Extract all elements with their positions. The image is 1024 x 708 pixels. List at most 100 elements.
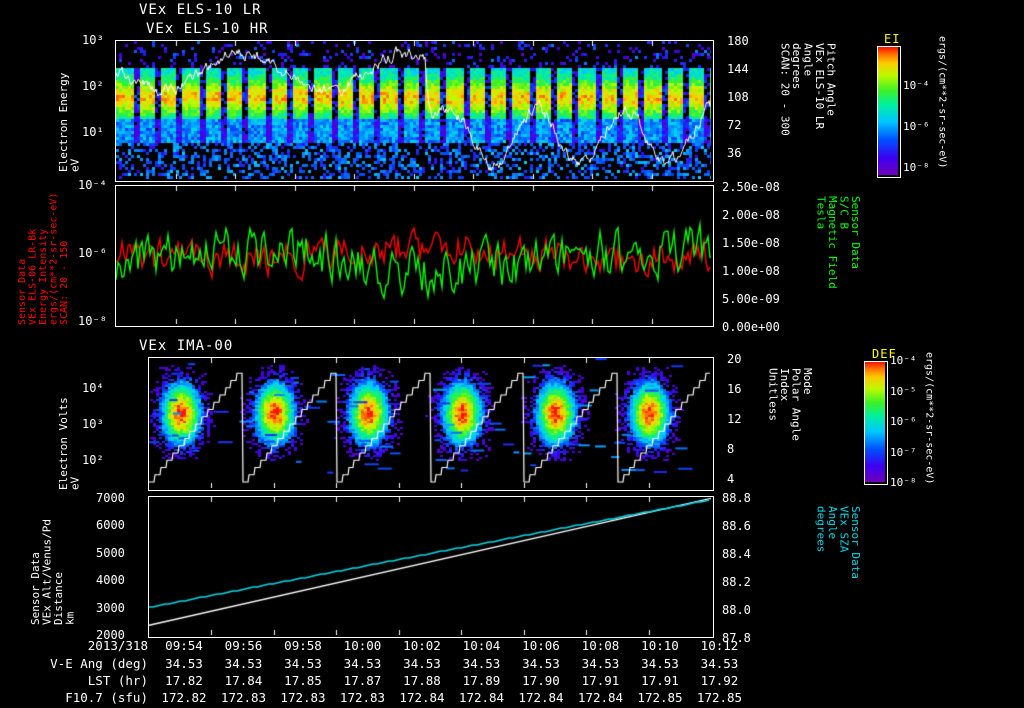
table-cell-r2-c0: 172.82 [161,690,207,705]
panel2-right-tick-0: 2.50e-08 [722,180,780,194]
table-cell-r0-c0: 34.53 [165,656,203,671]
table-time-4: 10:02 [403,638,441,653]
def-colorbar-tick-3: 10⁻⁷ [890,446,917,459]
table-time-8: 10:10 [641,638,679,653]
table-cell-r0-c7: 34.53 [581,656,620,671]
def-colorbar-tick-0: 10⁻⁴ [890,354,917,367]
ei-colorbar [877,46,901,178]
table-cell-r1-c8: 17.91 [641,673,679,688]
panel4-right-tick-878: 87.8 [722,631,751,645]
table-cell-r1-c7: 17.91 [581,673,620,688]
panel4-ytick-6000: 6000 [96,518,125,532]
panel3-right-tick-8: 8 [727,442,735,456]
table-time-5: 10:04 [462,638,501,653]
panel4-ytick-3000: 3000 [96,601,125,615]
panel1-right-tick-108: 108 [727,90,749,104]
table-cell-r1-c4: 17.88 [403,673,441,688]
panel1-ytick-2: 10² [82,79,104,93]
table-cell-r0-c4: 34.53 [403,656,441,671]
panel2-ytick-m8: 10⁻⁸ [78,314,107,328]
panel2-right-tick-3: 1.00e-08 [722,264,780,278]
table-row-label-1: LST (hr) [87,673,148,688]
table-cell-r1-c0: 17.82 [165,673,203,688]
panel3-right-tick-12: 12 [727,412,742,426]
panel2-ytick-m6: 10⁻⁶ [78,246,107,260]
def-colorbar [864,361,888,485]
panel3-ytick-2: 10² [82,453,104,467]
panel1-right-tick-36: 36 [727,146,742,160]
table-cell-r0-c3: 34.53 [343,656,382,671]
ei-colorbar-tick-1: 10⁻⁶ [903,120,930,133]
panel1-plot-area[interactable] [115,40,714,182]
panel3-right-tick-16: 16 [727,382,742,396]
panel3-title: VEx IMA-00 [139,338,234,354]
panel4-right-tick-880: 88.0 [722,603,751,617]
panel2-right-axis-label: Sensor Data S/C B Magnetic Field Tesla [814,196,863,289]
panel2-ytick-m4: 10⁻⁴ [78,178,107,192]
table-cell-r2-c9: 172.85 [696,690,743,705]
panel2-right-tick-4: 5.00e-09 [722,292,780,306]
table-cell-r0-c5: 34.53 [462,656,501,671]
panel2-left-axis-label: Sensor Data VEx ELS-06 LR-Bk Energy Inte… [17,192,70,325]
table-cell-r2-c1: 172.83 [220,690,267,705]
panel4-ytick-4000: 4000 [96,573,125,587]
table-cell-r1-c9: 17.92 [700,673,739,688]
def-colorbar-unit: ergs/(cm**2-sr-sec-eV) [923,352,935,485]
panel1-right-tick-72: 72 [727,118,742,132]
table-cell-r0-c2: 34.53 [284,656,322,671]
table-cell-r2-c4: 172.84 [399,690,445,705]
panel1-ytick-3: 10³ [82,33,104,47]
table-cell-r1-c5: 17.89 [462,673,501,688]
panel4-left-axis-label: Sensor Data VEx Alt/Venus/Pd Distance km [29,519,77,625]
table-cell-r1-c6: 17.90 [522,673,560,688]
table-time-6: 10:06 [522,638,560,653]
def-colorbar-tick-4: 10⁻⁸ [890,476,917,489]
def-colorbar-title: DEF [872,347,897,361]
panel4-right-tick-884: 88.4 [722,547,751,561]
table-cell-r0-c6: 34.53 [522,656,560,671]
table-cell-r1-c2: 17.85 [284,673,322,688]
table-cell-r1-c3: 17.87 [343,673,382,688]
panel4-ytick-5000: 5000 [96,546,125,560]
table-time-0: 09:54 [165,638,203,653]
panel3-right-tick-20: 20 [727,352,742,366]
table-time-2: 09:58 [284,638,322,653]
panel3-right-axis-label: Mode Polar Angle Index Unitless [766,368,815,441]
panel2-plot-area[interactable] [115,185,714,327]
table-cell-r2-c8: 172.85 [637,690,683,705]
ei-colorbar-tick-2: 10⁻⁸ [903,161,930,174]
ei-colorbar-title: EI [884,32,901,46]
panel3-ytick-3: 10³ [82,417,104,431]
table-cell-r2-c7: 172.84 [577,690,624,705]
table-cell-r1-c1: 17.84 [224,673,263,688]
table-time-9: 10:12 [700,638,739,653]
table-time-7: 10:08 [581,638,620,653]
table-date-label: 2013/318 [87,638,148,653]
panel4-right-axis-label: Sensor Data VEx SZA Angle degrees [814,506,863,579]
panel1-title-lr: VEx ELS-10 LR [139,2,262,18]
panel3-ytick-4: 10⁴ [82,381,104,395]
table-cell-r0-c9: 34.53 [700,656,739,671]
panel4-ytick-2000: 2000 [96,628,125,642]
panel2-right-tick-5: 0.00e+00 [722,320,780,334]
panel2-right-tick-2: 1.50e-08 [722,236,780,250]
panel3-plot-area[interactable] [148,357,714,491]
panel4-ytick-7000: 7000 [96,491,125,505]
panel1-left-axis-label: Electron Energy eV [57,72,82,172]
ei-colorbar-tick-0: 10⁻⁴ [903,79,930,92]
table-cell-r2-c2: 172.83 [280,690,326,705]
def-colorbar-tick-1: 10⁻⁵ [890,385,917,398]
panel1-right-tick-180: 180 [727,34,749,48]
table-cell-r2-c6: 172.84 [518,690,564,705]
table-time-1: 09:56 [224,638,263,653]
panel1-right-tick-144: 144 [727,62,749,76]
panel4-right-tick-888: 88.8 [722,491,751,505]
table-time-3: 10:00 [343,638,382,653]
table-cell-r0-c8: 34.53 [641,656,679,671]
panel4-plot-area[interactable] [148,496,714,638]
panel3-left-axis-label: Electron Volts eV [57,397,82,490]
table-row-label-2: F10.7 (sfu) [65,690,148,705]
def-colorbar-tick-2: 10⁻⁶ [890,415,917,428]
panel3-right-tick-4: 4 [727,472,735,486]
table-cell-r2-c3: 172.83 [339,690,386,705]
